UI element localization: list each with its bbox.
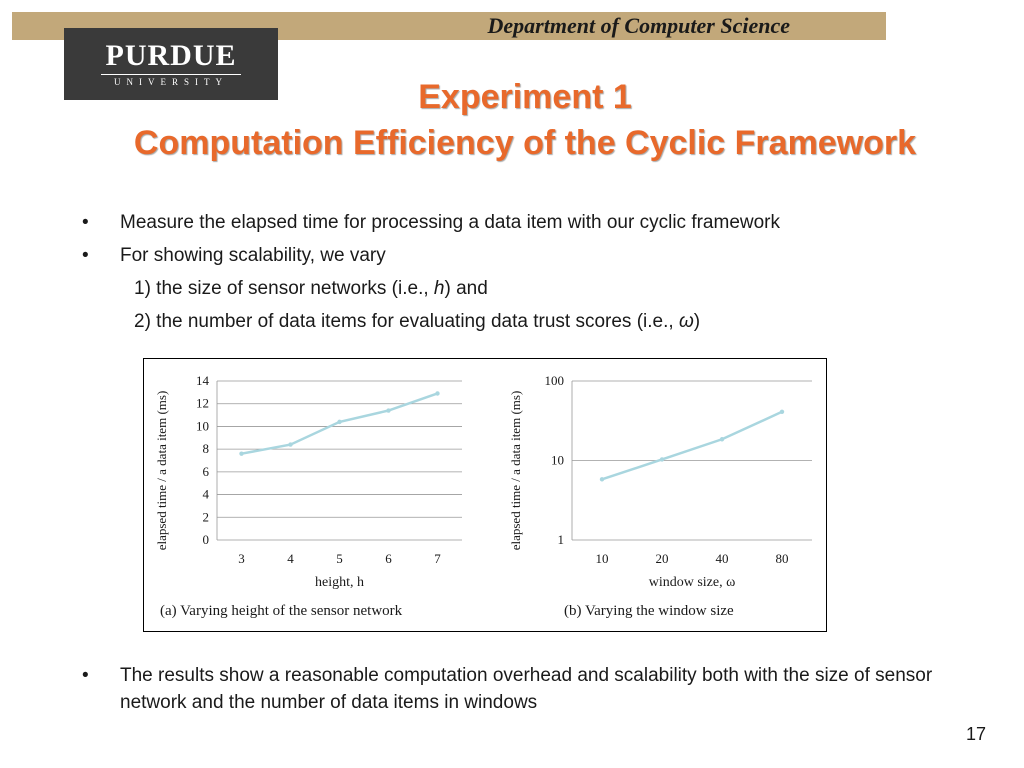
sub-item-text: 2) the number of data items for evaluati… [134,311,679,332]
logo-wordmark: PURDUE [105,39,237,72]
x-tick-label: 7 [434,551,441,566]
data-point [386,408,391,413]
y-axis-label: elapsed time / a data item (ms) [154,391,169,551]
data-point [337,419,342,425]
y-tick-label: 10 [196,418,209,433]
y-tick-label: 8 [203,441,210,456]
y-tick-label: 0 [203,532,210,547]
data-point [239,451,244,456]
chart-caption: (a) Varying height of the sensor network [160,603,403,619]
bullet-symbol: • [82,665,89,686]
data-point [435,391,440,396]
x-tick-label: 4 [287,551,294,566]
slide-title-line1: Experiment 1 [418,78,632,116]
y-tick-label: 2 [203,509,210,524]
figure-panel: 0 2 4 6 8 10 12 14 3 4 5 6 7 height, h elapsed time / … [143,358,827,632]
bullet-text: Measure the elapsed time for processing … [120,212,780,233]
data-point [599,477,605,482]
data-point [288,442,293,447]
data-point [719,437,725,442]
bullet-list: • Measure the elapsed time for processin… [82,206,780,338]
x-tick-label: 40 [716,551,729,566]
x-tick-label: 3 [238,551,245,566]
y-tick-label: 10 [551,453,564,468]
x-tick-label: 6 [385,551,392,566]
data-point [779,409,785,414]
bullet-symbol: • [82,245,89,266]
logo-rule [101,74,241,75]
y-tick-label: 6 [203,464,210,479]
figure-charts: 0 2 4 6 8 10 12 14 3 4 5 6 7 height, h elapsed time / … [154,373,812,619]
x-axis-label: window size, ω [649,575,736,590]
x-tick-label: 20 [656,551,669,566]
y-tick-label: 100 [545,373,565,388]
x-tick-label: 5 [336,551,343,566]
y-tick-label: 14 [196,373,210,388]
chart-caption: (b) Varying the window size [564,603,734,619]
x-tick-label: 80 [776,551,789,566]
sub-item-text: ) and [444,278,488,299]
x-tick-label: 10 [596,551,609,566]
y-tick-label: 4 [203,487,210,502]
bullet-item: • The results show a reasonable computat… [82,662,982,716]
department-name: Department of Computer Science [487,13,790,38]
series-line [601,410,783,481]
sub-item-text: 1) the size of sensor networks (i.e., [134,278,434,299]
bullet-text: For showing scalability, we vary [120,245,386,266]
slide-title-line2: Computation Efficiency of the Cyclic Fra… [133,124,917,162]
data-point [659,457,665,462]
y-axis-label: elapsed time / a data item (ms) [508,391,523,551]
y-tick-label: 1 [558,532,565,547]
page-number: 17 [965,724,986,744]
sub-item: 1) the size of sensor networks (i.e., h)… [82,272,780,305]
sub-item-text: ) [693,311,701,332]
bullet-item: • For showing scalability, we vary [82,239,780,272]
sub-item: 2) the number of data items for evaluati… [82,305,780,338]
variable-h: h [433,278,445,299]
logo-subtitle: UNIVERSITY [114,77,228,87]
bullet-text: The results show a reasonable computatio… [120,665,933,713]
bullet-item: • Measure the elapsed time for processin… [82,206,780,239]
variable-omega: ω [678,311,694,332]
x-axis-label: height, h [315,575,364,590]
y-tick-label: 12 [196,396,209,411]
bullet-symbol: • [82,212,89,233]
purdue-logo: PURDUE UNIVERSITY [64,28,278,100]
